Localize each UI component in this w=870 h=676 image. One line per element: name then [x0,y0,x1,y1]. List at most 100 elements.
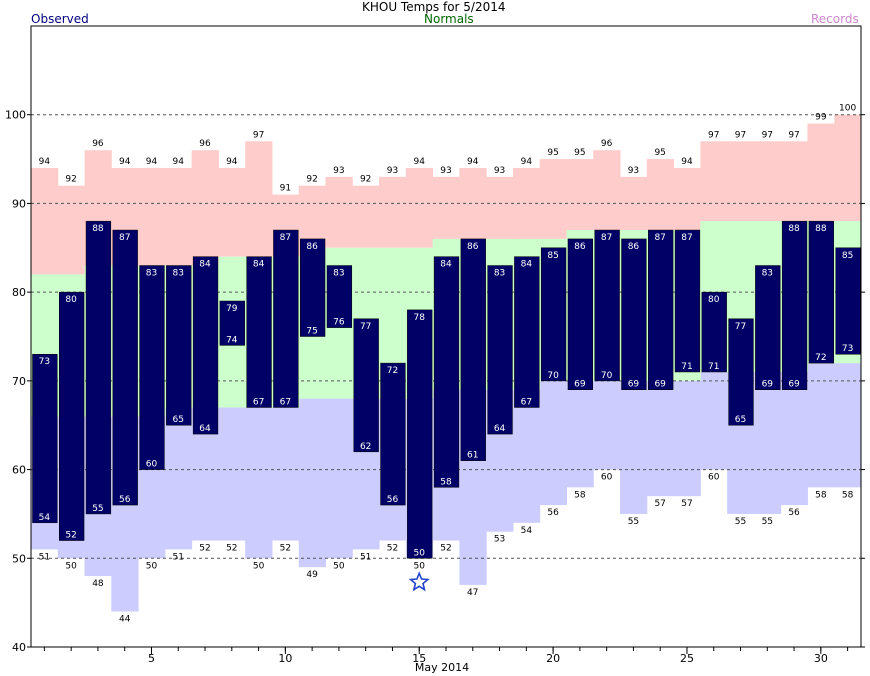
record-low-label: 52 [280,544,291,554]
observed-bar [621,238,647,390]
record-low-band [807,363,835,488]
record-low-band [566,380,594,488]
x-axis-label: May 2014 [415,661,469,674]
observed-high-label: 72 [387,366,398,376]
record-high-band [432,176,460,239]
x-tick-label: 15 [412,652,426,665]
record-high-band [31,167,59,275]
record-low-label: 50 [333,561,345,571]
observed-bar [299,238,326,337]
observed-bar [433,256,460,488]
observed-high-label: 79 [226,304,238,314]
record-low-label: 47 [467,588,478,598]
observed-high-label: 83 [333,269,344,279]
legend-normals: Normals [424,12,474,26]
record-star-marker [408,571,430,592]
observed-high-label: 85 [842,251,853,261]
observed-low-label: 60 [146,460,158,470]
record-low-label: 53 [494,535,505,545]
record-low-label: 60 [601,473,613,483]
observed-high-label: 83 [146,269,157,279]
observed-high-label: 84 [199,260,211,270]
observed-high-label: 84 [440,260,452,270]
record-high-label: 94 [146,157,158,167]
observed-low-label: 64 [494,424,506,434]
observed-bar [166,265,192,426]
record-high-band [352,185,380,248]
observed-bar [487,265,513,435]
record-high-band [57,185,86,275]
y-tick-label: 80 [12,286,26,299]
observed-high-label: 88 [788,224,800,234]
observed-high-label: 86 [628,242,640,252]
record-high-label: 96 [92,139,104,149]
record-high-label: 92 [65,175,76,185]
observed-bar [326,265,353,328]
observed-low-label: 74 [226,335,238,345]
observed-low-label: 73 [842,344,853,354]
observed-low-label: 67 [280,397,291,407]
observed-bar [407,309,433,559]
record-high-label: 93 [494,166,505,176]
record-high-label: 93 [333,166,344,176]
observed-bar [540,247,567,382]
observed-low-label: 56 [387,495,399,505]
y-tick-label: 90 [12,197,26,210]
record-low-label: 48 [92,579,104,589]
observed-low-label: 65 [173,415,184,425]
record-high-label: 97 [253,130,264,140]
record-high-label: 94 [173,157,185,167]
observed-bar [755,265,781,390]
record-low-label: 55 [762,517,773,527]
y-tick-label: 60 [12,464,26,477]
observed-bar [219,300,245,346]
x-tick-label: 5 [148,652,155,665]
record-low-label: 58 [842,490,854,500]
record-high-label: 94 [119,157,131,167]
observed-bar [594,229,620,382]
record-low-label: 56 [788,508,800,518]
observed-high-label: 77 [735,322,746,332]
record-low-band [512,389,541,523]
observed-bar [273,229,299,408]
record-low-band [298,398,327,568]
record-low-band [780,371,808,506]
observed-high-label: 78 [413,313,425,323]
record-low-band [271,407,300,541]
observed-low-label: 54 [39,513,51,523]
record-low-label: 51 [173,552,184,562]
record-low-label: 44 [119,615,131,625]
y-tick-label: 50 [12,552,26,565]
record-high-label: 94 [413,157,425,167]
record-high-label: 94 [681,157,693,167]
record-low-band [593,380,621,470]
observed-low-label: 69 [574,380,586,390]
observed-low-label: 69 [654,380,666,390]
observed-low-label: 71 [681,362,692,372]
record-high-band [834,114,862,222]
record-high-band [539,159,567,239]
observed-high-label: 83 [494,269,505,279]
observed-bar [728,318,754,426]
record-low-band [325,398,353,559]
record-low-band [753,371,782,514]
observed-high-label: 88 [815,224,827,234]
axes: 40 50 60 70 80 90 100 5 10 15 20 25 30 [5,25,865,665]
record-low-label: 50 [146,561,158,571]
record-high-band [807,123,835,222]
observed-low-label: 52 [65,531,76,541]
observed-low-label: 76 [333,318,345,328]
observed-high-label: 84 [253,260,265,270]
observed-high-label: 88 [92,224,104,234]
record-high-label: 91 [280,184,291,194]
record-high-label: 96 [199,139,211,149]
record-low-band [834,363,862,488]
x-tick-label: 10 [278,652,292,665]
observed-bar [85,220,112,515]
record-high-label: 97 [735,130,746,140]
record-high-band [486,176,514,239]
record-low-label: 52 [199,544,210,554]
record-high-label: 95 [654,148,665,158]
observed-bar [567,238,594,390]
